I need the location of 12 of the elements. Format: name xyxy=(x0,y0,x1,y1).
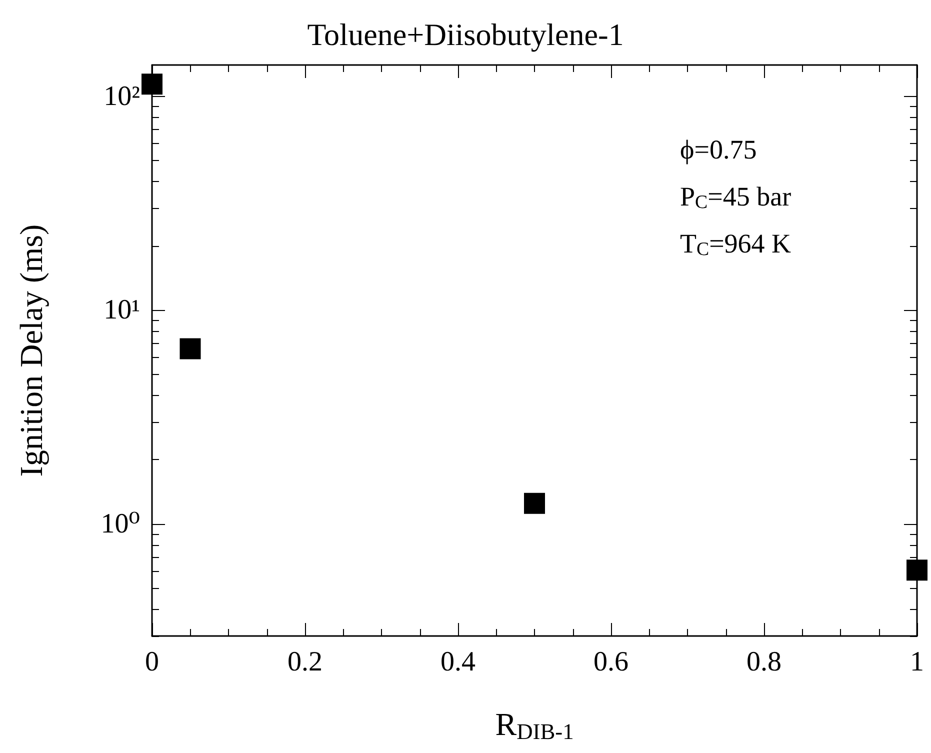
x-tick-label: 0.4 xyxy=(440,646,476,678)
x-tick-label: 0.6 xyxy=(594,646,628,678)
x-tick-label: 0 xyxy=(145,646,159,678)
x-tick-label: 0.2 xyxy=(288,646,322,678)
x-tick-label: 0.8 xyxy=(746,646,782,678)
annotation: ϕ=0.75 xyxy=(680,134,757,164)
y-axis-title: Ignition Delay (ms) xyxy=(13,224,49,477)
chart-title: Toluene+Diisobutylene-1 xyxy=(307,17,624,52)
y-tick-label: 10⁰ xyxy=(100,508,140,540)
y-tick-label: 10² xyxy=(104,80,140,112)
x-tick-label: 1 xyxy=(910,646,924,678)
y-tick-label: 10¹ xyxy=(104,294,140,326)
